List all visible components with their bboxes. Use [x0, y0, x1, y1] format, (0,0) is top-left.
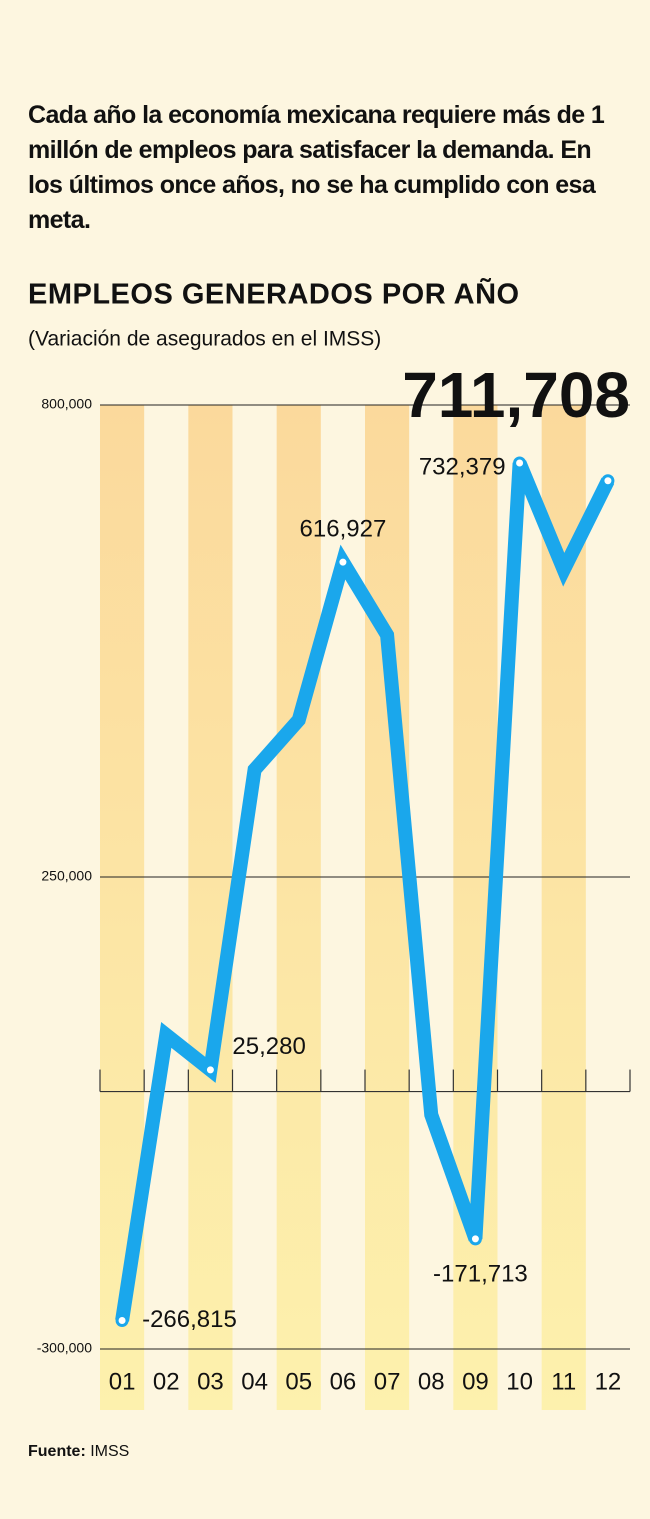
point-marker [468, 1232, 482, 1246]
band [276, 405, 321, 1410]
y-tick-label: 800,000 [41, 396, 92, 412]
point-marker [115, 1314, 129, 1328]
point-marker [513, 456, 527, 470]
x-tick-label: 07 [374, 1368, 401, 1395]
chart-subtitle: (Variación de asegurados en el IMSS) [28, 328, 381, 351]
x-tick-label: 09 [462, 1368, 489, 1395]
point-marker [336, 555, 350, 569]
data-label: -171,713 [433, 1260, 528, 1287]
data-label: 616,927 [300, 515, 387, 542]
point-marker [203, 1063, 217, 1077]
x-tick-label: 08 [418, 1368, 445, 1395]
highlight-label: 711,708 [402, 359, 630, 431]
x-tick-label: 06 [330, 1368, 357, 1395]
point-marker [601, 474, 615, 488]
x-tick-label: 03 [197, 1368, 224, 1395]
band [188, 405, 233, 1410]
band [365, 405, 410, 1410]
data-label: 25,280 [232, 1033, 305, 1060]
intro-text: Cada año la economía mexicana requiere m… [28, 101, 605, 234]
data-label: -266,815 [142, 1306, 237, 1333]
x-tick-label: 10 [506, 1368, 533, 1395]
x-tick-label: 12 [595, 1368, 622, 1395]
data-line [115, 460, 615, 1322]
source-name: IMSS [90, 1443, 129, 1460]
x-tick-label: 05 [285, 1368, 312, 1395]
x-tick-label: 02 [153, 1368, 180, 1395]
source-label: Fuente: [28, 1443, 86, 1460]
data-label: 732,379 [419, 453, 506, 480]
x-tick-label: 04 [241, 1368, 268, 1395]
x-tick-label: 11 [551, 1368, 576, 1395]
chart-title: EMPLEOS GENERADOS POR AÑO [28, 277, 520, 311]
source: Fuente: IMSS [28, 1443, 129, 1460]
y-tick-label: 250,000 [41, 868, 92, 884]
y-tick-label: -300,000 [37, 1340, 92, 1356]
x-tick-label: 01 [109, 1368, 136, 1395]
